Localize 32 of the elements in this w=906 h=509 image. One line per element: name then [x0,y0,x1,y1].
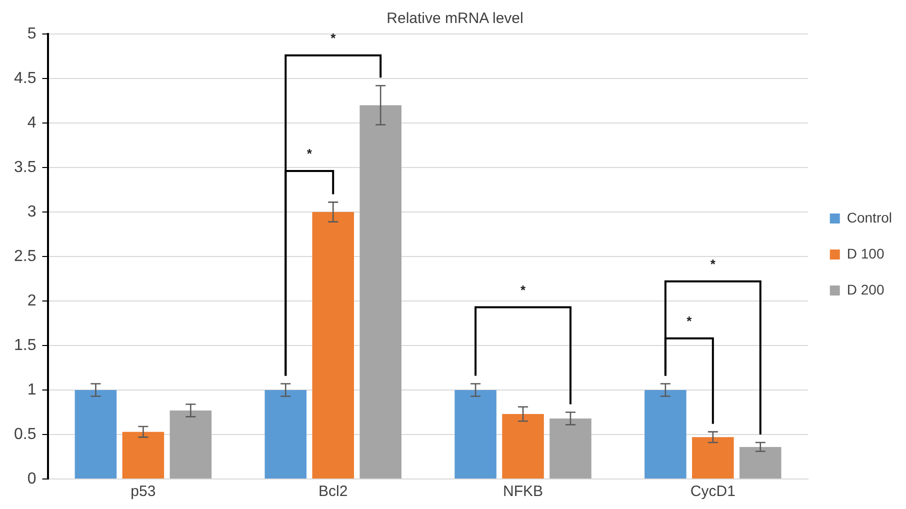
y-tick-label: 4.5 [14,70,36,87]
bar [740,446,782,478]
x-tick-label: NFKB [503,483,544,500]
y-tick-label: 0 [27,470,36,488]
bar [550,418,592,478]
bar [264,390,307,478]
chart-title: Relative mRNA level [386,10,524,28]
y-tick-label: 3.5 [14,158,36,176]
y-tick-label: 2.5 [14,248,36,265]
y-tick-label: 1 [27,381,36,398]
bar [170,410,212,478]
y-tick-label: 2 [27,292,36,310]
x-tick-label: p53 [130,483,156,500]
x-tick-label: Bcl2 [318,483,348,500]
annotation: * [686,313,693,328]
annotation: * [306,146,313,162]
bar [502,414,544,478]
y-tick-label: 1.5 [14,336,36,354]
legend-label: D 200 [846,281,884,298]
y-tick-label: 5 [27,25,36,42]
x-tick-label: CycD1 [690,483,736,500]
legend-label: D 100 [846,245,884,262]
bar [692,437,734,478]
bar [122,432,164,478]
y-tick-label: 0.5 [14,426,36,443]
annotation: * [330,30,337,46]
y-tick-label: 4 [27,114,36,132]
annotation: * [710,256,716,272]
y-tick-label: 3 [27,203,36,220]
bar [74,390,117,478]
annotation: * [520,282,526,298]
legend-label: Control [846,209,892,226]
